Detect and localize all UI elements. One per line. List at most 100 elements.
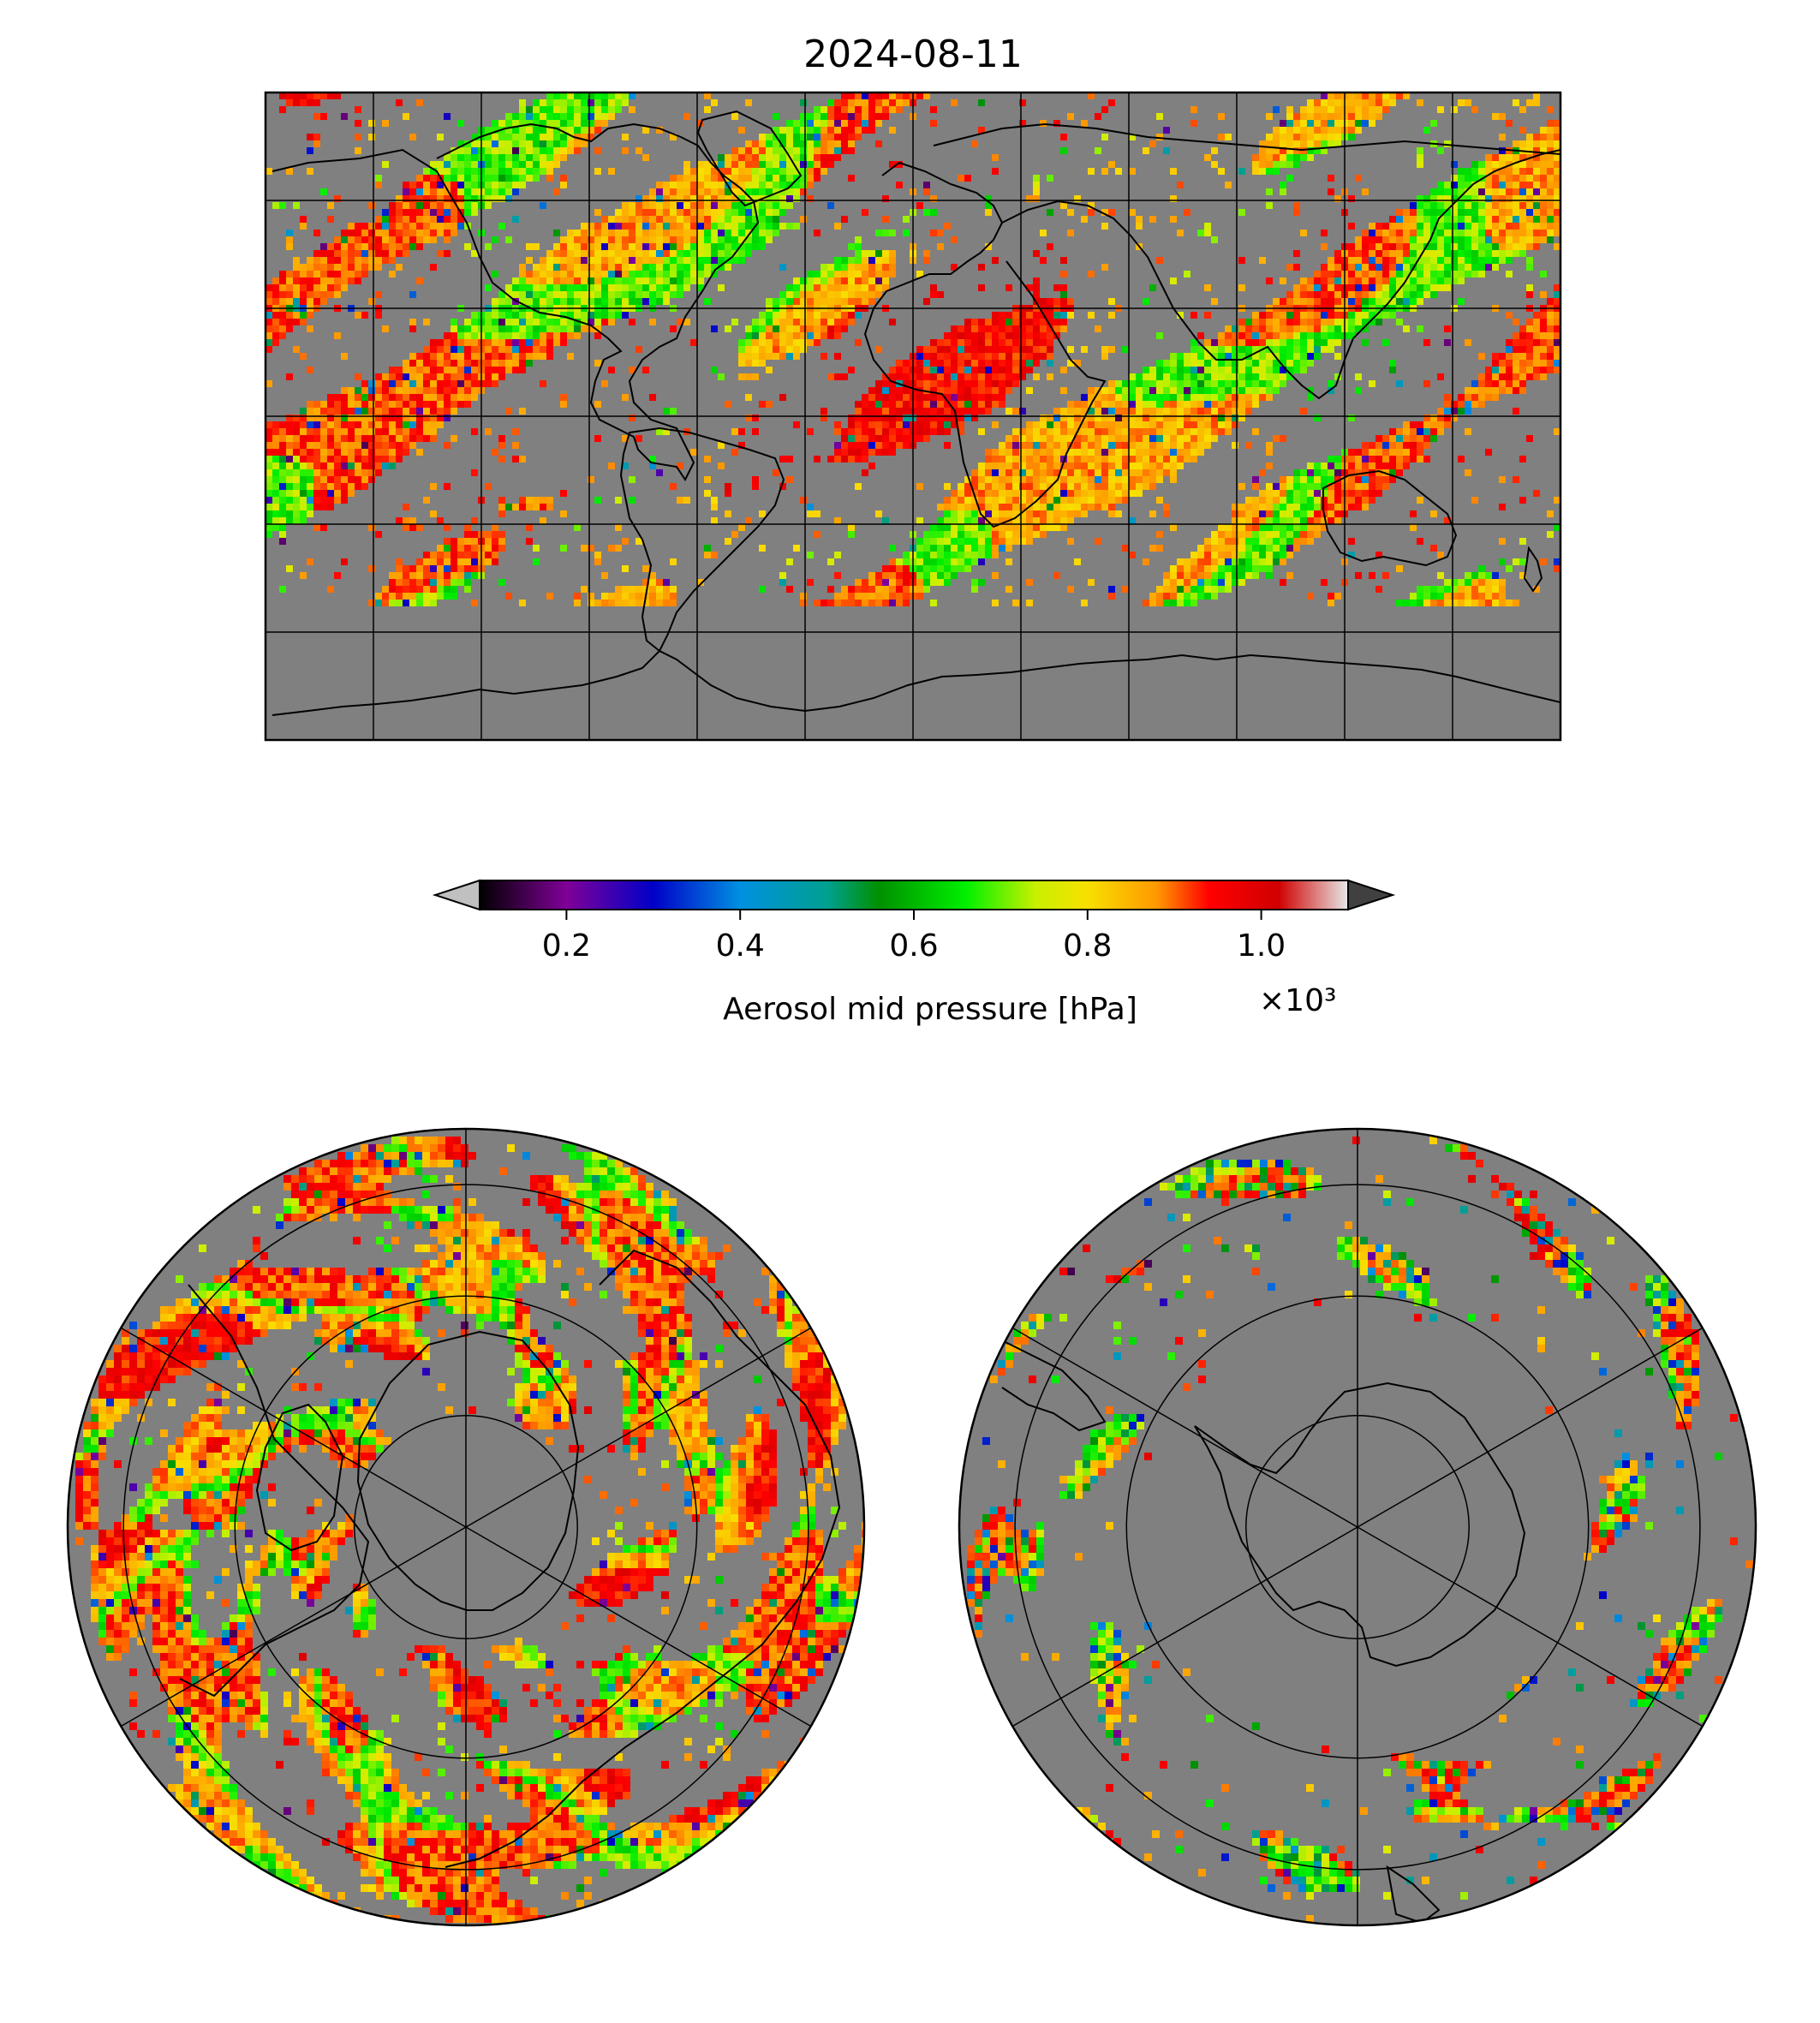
data-cell <box>1115 168 1122 175</box>
data-cell <box>793 182 800 188</box>
data-cell <box>1465 428 1471 435</box>
data-cell <box>875 230 882 236</box>
data-cell <box>320 243 327 250</box>
data-cell <box>1554 243 1560 250</box>
data-cell <box>958 373 964 380</box>
data-cell <box>553 250 560 257</box>
data-cell <box>1101 394 1108 401</box>
data-cell <box>1519 387 1526 394</box>
data-cell <box>1430 277 1437 284</box>
data-cell <box>1519 216 1526 223</box>
data-cell <box>608 462 615 469</box>
data-cell <box>1232 517 1238 524</box>
data-cell <box>1184 353 1190 360</box>
data-cell <box>1526 319 1533 325</box>
data-cell <box>1513 168 1519 175</box>
data-cell <box>1471 216 1478 223</box>
data-cell <box>937 394 944 401</box>
data-cell <box>1156 497 1163 504</box>
data-cell <box>738 428 745 435</box>
data-cell <box>1252 476 1259 483</box>
data-cell <box>759 147 766 154</box>
data-cell <box>1108 401 1115 408</box>
data-cell <box>533 298 540 305</box>
data-cell <box>800 339 807 346</box>
data-cell <box>471 387 478 394</box>
data-cell <box>1485 154 1492 161</box>
data-cell <box>1095 449 1101 456</box>
data-cell <box>1396 264 1403 271</box>
data-cell <box>1513 216 1519 223</box>
data-cell <box>834 106 841 113</box>
data-cell <box>1012 510 1019 517</box>
data-cell <box>1012 367 1019 373</box>
data-cell <box>1314 332 1321 339</box>
data-cell <box>704 92 711 99</box>
data-cell <box>1286 325 1293 332</box>
data-cell <box>1060 435 1067 442</box>
data-cell <box>978 99 985 106</box>
data-cell <box>409 291 416 298</box>
data-cell <box>1081 483 1088 490</box>
data-cell <box>718 216 725 223</box>
data-cell <box>1060 483 1067 490</box>
data-cell <box>368 449 375 456</box>
data-cell <box>375 435 382 442</box>
data-cell <box>1465 387 1471 394</box>
data-cell <box>1136 421 1143 428</box>
data-cell <box>759 339 766 346</box>
data-cell <box>1026 476 1033 483</box>
data-cell <box>341 462 348 469</box>
data-cell <box>670 236 677 243</box>
data-cell <box>546 127 553 134</box>
data-cell <box>560 154 567 161</box>
data-cell <box>567 243 574 250</box>
data-cell <box>1266 168 1273 175</box>
data-cell <box>670 250 677 257</box>
data-cell <box>1519 223 1526 230</box>
data-cell <box>841 257 848 264</box>
data-cell <box>1266 312 1273 319</box>
data-cell <box>855 257 862 264</box>
data-cell <box>423 188 430 195</box>
data-cell <box>471 154 478 161</box>
data-cell <box>1328 106 1334 113</box>
data-cell <box>773 182 779 188</box>
data-cell <box>1307 490 1314 497</box>
data-cell <box>1245 408 1252 415</box>
data-cell <box>1362 264 1369 271</box>
data-cell <box>999 462 1005 469</box>
data-cell <box>1519 127 1526 134</box>
data-cell <box>1293 469 1300 476</box>
data-cell <box>1375 284 1382 291</box>
data-cell <box>498 168 505 175</box>
data-cell <box>526 243 533 250</box>
data-cell <box>1389 284 1396 291</box>
data-cell <box>1074 442 1081 449</box>
data-cell <box>786 161 793 168</box>
data-cell <box>1238 346 1245 353</box>
data-cell <box>862 408 868 415</box>
data-cell <box>820 120 827 127</box>
data-cell <box>1095 504 1101 510</box>
data-cell <box>1095 415 1101 421</box>
data-cell <box>1492 216 1499 223</box>
data-cell <box>409 209 416 216</box>
data-cell <box>560 120 567 127</box>
data-cell <box>1423 202 1430 209</box>
data-cell <box>1245 394 1252 401</box>
data-cell <box>1506 257 1513 264</box>
data-cell <box>1238 373 1245 380</box>
data-cell <box>1266 373 1273 380</box>
data-cell <box>882 271 889 277</box>
data-cell <box>1184 394 1190 401</box>
data-cell <box>485 202 492 209</box>
data-cell <box>1519 140 1526 147</box>
data-cell <box>814 127 820 134</box>
data-cell <box>307 147 313 154</box>
data-cell <box>1369 92 1375 99</box>
data-cell <box>1328 332 1334 339</box>
data-cell <box>1204 408 1211 415</box>
data-cell <box>451 223 457 230</box>
data-cell <box>546 271 553 277</box>
